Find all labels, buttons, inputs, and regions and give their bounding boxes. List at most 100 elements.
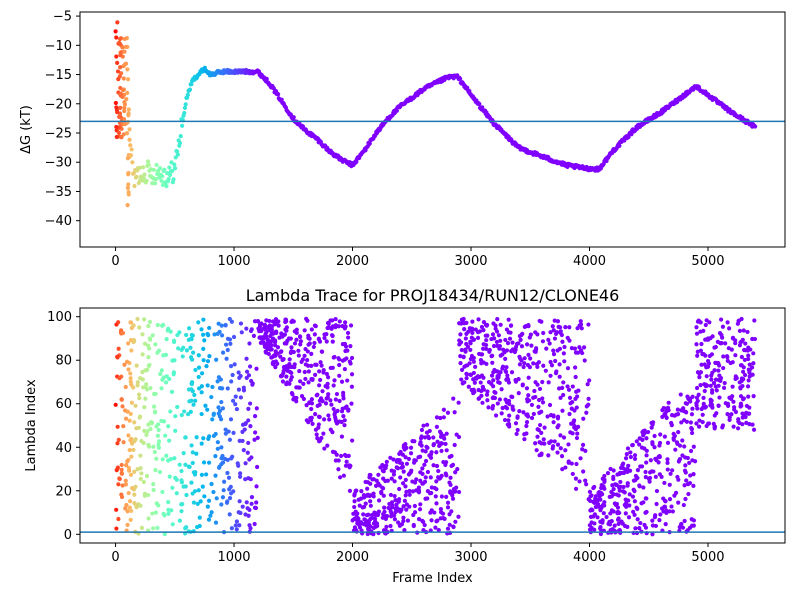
lambda-point: [236, 387, 242, 392]
lambda-point: [578, 348, 584, 353]
lambda-point: [117, 476, 122, 481]
lambda-point: [331, 383, 336, 388]
lambda-point: [313, 412, 318, 417]
lambda-point: [601, 511, 606, 516]
lambda-point: [179, 478, 184, 483]
lambda-point: [531, 361, 536, 366]
lambda-point: [650, 523, 655, 528]
lambda-point: [173, 428, 178, 433]
lambda-point: [684, 419, 689, 424]
lambda-point: [569, 406, 574, 411]
lambda-point: [715, 339, 720, 344]
lambda-point: [623, 497, 628, 502]
lambda-point: [631, 509, 636, 514]
lambda-point: [334, 452, 339, 457]
lambda-point: [471, 337, 476, 343]
lambda-point: [425, 422, 430, 427]
lambda-point: [168, 457, 173, 462]
lambda-point: [190, 357, 195, 362]
lambda-point: [560, 467, 565, 472]
lambda-point: [591, 499, 596, 505]
lambda-point: [360, 505, 365, 510]
lambda-point: [322, 332, 327, 337]
lambda-point: [173, 414, 178, 419]
lambda-point: [320, 389, 325, 394]
lambda-point: [462, 380, 467, 385]
lambda-point: [275, 345, 281, 350]
lambda-point: [732, 407, 737, 412]
delta-g-point: [126, 192, 131, 197]
lambda-point: [260, 340, 265, 345]
lambda-point: [119, 462, 124, 468]
lambda-point: [497, 397, 503, 402]
delta-g-x-tick-label: 2000: [336, 254, 369, 269]
lambda-point: [324, 371, 330, 377]
lambda-point: [139, 525, 145, 530]
lambda-point: [167, 438, 172, 443]
lambda-point: [182, 409, 187, 414]
lambda-point: [136, 392, 142, 397]
lambda-point: [581, 469, 586, 474]
delta-g-point: [137, 165, 142, 170]
lambda-point: [313, 372, 318, 377]
lambda-point: [273, 359, 279, 364]
lambda-point: [695, 398, 700, 404]
delta-g-point: [162, 167, 167, 172]
delta-g-point: [114, 124, 119, 130]
lambda-point: [278, 354, 283, 359]
lambda-point: [346, 335, 351, 340]
lambda-point: [221, 488, 226, 493]
lambda-point: [257, 328, 262, 334]
lambda-point: [701, 401, 706, 406]
lambda-point: [669, 504, 674, 509]
lambda-point: [289, 390, 295, 396]
lambda-point: [183, 462, 188, 467]
lambda-point: [309, 406, 314, 412]
lambda-point: [354, 514, 359, 519]
lambda-point: [222, 479, 227, 484]
lambda-point: [604, 514, 609, 520]
lambda-point: [510, 340, 515, 345]
lambda-point: [644, 436, 649, 441]
lambda-point: [578, 319, 583, 324]
lambda-point: [633, 473, 639, 479]
lambda-point: [401, 469, 406, 474]
lambda-point: [128, 376, 133, 381]
lambda-point: [376, 509, 381, 514]
lambda-point: [527, 335, 532, 340]
lambda-point: [699, 341, 704, 347]
lambda-point: [244, 326, 249, 331]
lambda-x-tick-label: 1000: [217, 550, 250, 565]
lambda-point: [325, 325, 330, 331]
lambda-point: [550, 446, 555, 451]
lambda-point: [517, 362, 523, 367]
lambda-point: [191, 470, 196, 475]
lambda-point: [180, 354, 185, 359]
lambda-point: [206, 436, 211, 441]
lambda-point: [427, 428, 432, 434]
lambda-point: [404, 461, 410, 466]
lambda-point: [583, 478, 588, 483]
delta-g-point: [125, 185, 131, 190]
lambda-point: [269, 355, 274, 360]
delta-g-point: [180, 123, 185, 128]
lambda-point: [680, 525, 686, 530]
lambda-points: [113, 316, 758, 537]
lambda-point: [116, 346, 121, 351]
lambda-point: [438, 415, 443, 421]
lambda-point: [581, 416, 586, 421]
lambda-point: [574, 461, 579, 467]
lambda-point: [703, 322, 708, 328]
lambda-point: [345, 348, 350, 353]
lambda-point: [468, 339, 473, 344]
lambda-point: [302, 369, 307, 375]
lambda-point: [304, 403, 309, 408]
lambda-point: [243, 461, 248, 466]
lambda-point: [706, 421, 712, 426]
lambda-point: [607, 519, 612, 524]
lambda-point: [398, 508, 403, 514]
lambda-point: [257, 335, 262, 340]
lambda-point: [660, 414, 665, 419]
lambda-point: [595, 501, 601, 507]
